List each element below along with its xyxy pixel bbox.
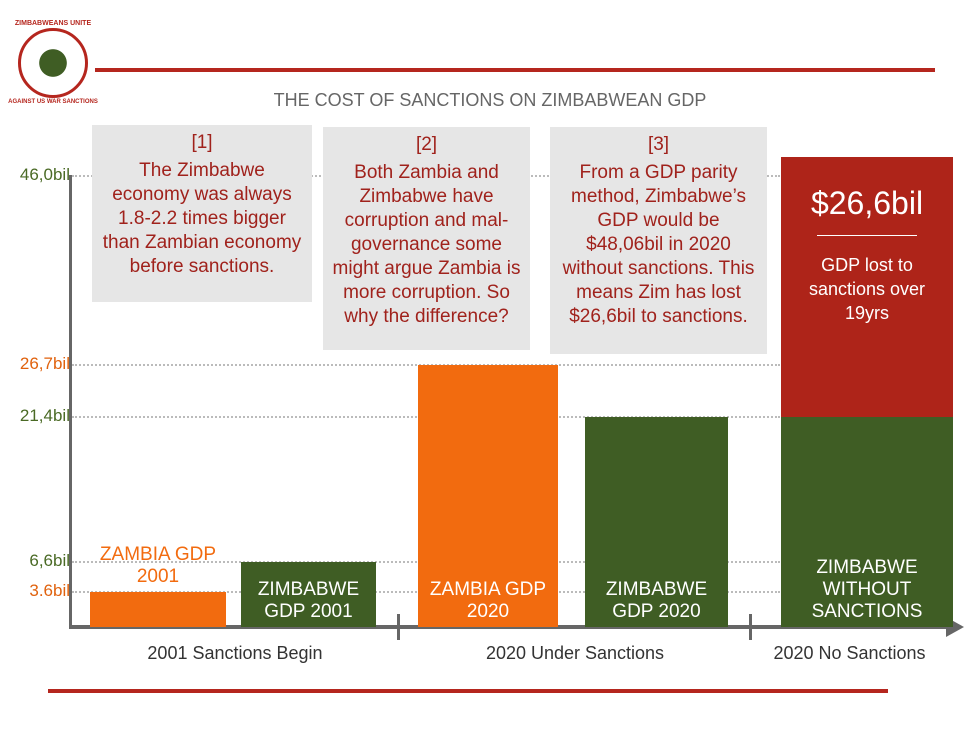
stack-divider bbox=[817, 234, 917, 236]
annotation-text: The Zimbabwe economy was always 1.8-2.2 … bbox=[102, 160, 302, 277]
bar bbox=[90, 591, 226, 627]
x-axis bbox=[69, 625, 949, 629]
stack-note: GDP lost to sanctions over 19yrs bbox=[808, 254, 926, 323]
bar bbox=[418, 365, 558, 627]
y-tick-label: 3.6bil bbox=[29, 580, 70, 600]
y-tick-label: 6,6bil bbox=[29, 551, 70, 571]
y-axis bbox=[69, 175, 72, 629]
group-label: 2020 No Sanctions bbox=[773, 643, 926, 663]
group-label: 2020 Under Sanctions bbox=[485, 643, 665, 663]
group-label: 2001 Sanctions Begin bbox=[147, 643, 323, 663]
y-tick-label: 26,7bil bbox=[19, 354, 70, 374]
y-tick-label: 21,4bil bbox=[19, 406, 70, 426]
chart-title: THE COST OF SANCTIONS ON ZIMBABWEAN GDP bbox=[273, 90, 707, 110]
annotation-box: [2] Both Zambia and Zimbabwe have corrupt… bbox=[323, 127, 530, 350]
annotation-box: [1] The Zimbabwe economy was always 1.8-2… bbox=[92, 125, 312, 302]
annotation-text: Both Zambia and Zimbabwe have corruption… bbox=[332, 162, 521, 327]
top-rule bbox=[95, 68, 935, 72]
bar-label: ZAMBIA GDP 2001 bbox=[99, 543, 217, 587]
bar-label: ZIMBABWE WITHOUT SANCTIONS bbox=[811, 557, 923, 622]
bar-label: ZIMBABWE GDP 2020 bbox=[605, 579, 708, 622]
annotation-box: [3] From a GDP parity method, Zimbabwe’s … bbox=[550, 127, 767, 354]
logo bbox=[18, 28, 88, 98]
logo-top-text: ZIMBABWEANS UNITE bbox=[14, 20, 92, 27]
bar bbox=[241, 562, 376, 627]
annotation-number: [2] bbox=[415, 134, 438, 155]
group-separator bbox=[749, 614, 752, 640]
bar-label: ZAMBIA GDP 2020 bbox=[429, 579, 547, 622]
bar bbox=[585, 417, 728, 627]
y-tick-label: 46,0bil bbox=[19, 165, 70, 185]
logo-bottom-text: AGAINST US WAR SANCTIONS bbox=[8, 99, 98, 105]
bar bbox=[781, 417, 953, 627]
annotation-number: [1] bbox=[191, 132, 213, 153]
annotation-number: [3] bbox=[647, 134, 670, 155]
group-separator bbox=[397, 614, 400, 640]
annotation-text: From a GDP parity method, Zimbabwe’s GDP… bbox=[562, 162, 755, 327]
bottom-rule bbox=[48, 689, 888, 693]
stack-value-label: $26,6bil bbox=[810, 184, 924, 221]
bar-label: ZIMBABWE GDP 2001 bbox=[257, 579, 360, 622]
stack-bar bbox=[781, 156, 953, 418]
